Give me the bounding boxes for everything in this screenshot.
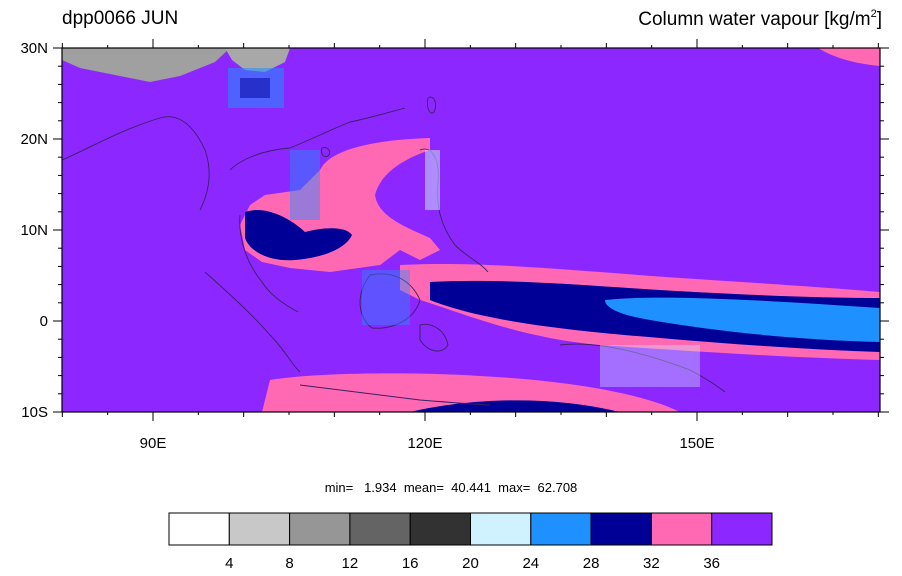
northeast-moist-patch (818, 48, 880, 66)
axis-ticks (53, 39, 889, 421)
coastline-borneo (359, 273, 421, 329)
colorbar-tick-label: 4 (225, 555, 233, 572)
colorbar-swatch (650, 512, 713, 546)
coastline-java-lesser-sunda (299, 384, 491, 406)
map-title-left: dpp0066 JUN (62, 8, 179, 29)
colorbar-tick-label: 12 (342, 555, 359, 572)
colorbar-swatch (228, 512, 291, 546)
field-statistics: min= 1.934 mean= 40.441 max= 62.708 (324, 480, 578, 495)
title-units-close: ] (876, 9, 882, 30)
coastline-taiwan (427, 96, 437, 114)
coastline-indochina-china (229, 107, 406, 171)
coastlines (62, 96, 726, 406)
lon-label-150e: 150E (679, 435, 714, 452)
speckle-new-guinea (600, 345, 700, 387)
colorbar-swatch (530, 512, 592, 546)
coastline-malay-peninsula (239, 214, 299, 313)
lat-label-20n: 20N (20, 131, 48, 148)
colorbar-tick-label: 28 (583, 555, 600, 572)
colorbar-swatch (349, 512, 411, 546)
colorbar-swatch (409, 512, 472, 546)
colorbar-swatch (590, 512, 652, 546)
lat-label-10s: 10S (21, 404, 48, 421)
latitude-labels: 30N 20N 10N 0 10S (20, 40, 48, 421)
colorbar-tick-label: 32 (643, 555, 660, 572)
lat-label-30n: 30N (20, 40, 48, 57)
colorbar-swatch (289, 512, 351, 546)
colorbar-swatch (168, 512, 230, 546)
colorbar (168, 512, 773, 546)
lon-label-120e: 120E (407, 435, 442, 452)
colorbar-swatch (470, 512, 532, 546)
map-plot-area (62, 48, 880, 412)
lon-label-90e: 90E (140, 435, 167, 452)
coastline-sulawesi (419, 323, 449, 352)
coastline-hainan (321, 147, 331, 157)
china-low-vapour-region (225, 48, 290, 72)
south-china-sea-high-vapour-core (245, 210, 352, 261)
coastline-india-bay-of-bengal (62, 116, 210, 211)
lat-label-10n: 10N (20, 222, 48, 239)
title-units-superscript: 2 (870, 8, 877, 20)
southern-moist-band (262, 373, 680, 412)
colorbar-tick-label: 20 (462, 555, 479, 572)
colorbar-tick-label: 16 (402, 555, 419, 572)
coastline-new-guinea (559, 343, 726, 393)
land-texture-speckle (228, 68, 700, 387)
speckle-vietnam (290, 150, 320, 220)
colorbar-tick-label: 8 (285, 555, 293, 572)
water-vapour-field (62, 48, 880, 412)
colorbar-tick-label: 36 (703, 555, 720, 572)
equatorial-maximum-vapour-core (605, 297, 880, 342)
colorbar-tick-label: 24 (522, 555, 539, 572)
lat-label-equator: 0 (40, 313, 48, 330)
speckle-borneo (362, 270, 410, 325)
speckle-south-china-core (240, 78, 270, 98)
colorbar-swatch (711, 512, 773, 546)
himalaya-low-vapour-region (62, 48, 230, 82)
speckle-philippines (425, 150, 440, 210)
map-title-right: Column water vapour [kg/m2] (638, 8, 882, 31)
title-units-main: Column water vapour [kg/m (638, 9, 871, 30)
colorbar-tick-labels: 4 8 12 16 20 24 28 32 36 (225, 555, 720, 572)
longitude-labels: 90E 120E 150E (140, 435, 715, 452)
coastline-sumatra (204, 271, 301, 373)
